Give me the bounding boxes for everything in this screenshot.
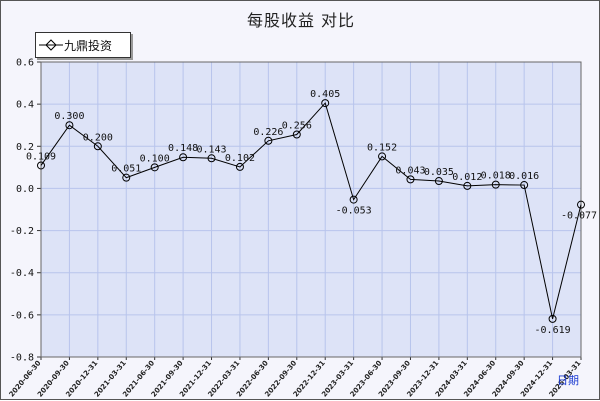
- data-label: 0.109: [26, 151, 56, 162]
- data-label: -0.619: [535, 325, 571, 336]
- data-point: [548, 314, 557, 323]
- data-point: [65, 121, 74, 130]
- data-label: 0.051: [111, 164, 141, 175]
- data-point: [292, 130, 301, 139]
- plot-border: [40, 61, 582, 358]
- data-label: 0.043: [395, 165, 425, 176]
- legend: 九鼎投资: [35, 32, 131, 58]
- data-point: [150, 163, 159, 172]
- data-point: [406, 175, 415, 184]
- data-point: [235, 162, 244, 171]
- y-tick-label: 0.4: [16, 100, 34, 111]
- data-point: [434, 177, 443, 186]
- y-tick-label: 0.2: [16, 142, 34, 153]
- data-point: [93, 142, 102, 151]
- data-point: [179, 153, 188, 162]
- data-label: -0.077: [561, 211, 597, 222]
- plot-area: [41, 62, 581, 357]
- data-label: 0.405: [310, 89, 340, 100]
- y-tick-label: -0.8: [10, 353, 34, 364]
- data-label: 0.148: [168, 143, 198, 154]
- data-label: 0.018: [481, 171, 511, 182]
- chart-title: 每股收益 对比: [246, 11, 356, 30]
- series-line: [40, 102, 582, 319]
- data-label: 0.300: [54, 111, 84, 122]
- data-label: 0.256: [282, 120, 312, 131]
- legend-label: 九鼎投资: [64, 39, 113, 53]
- data-point: [207, 154, 216, 163]
- data-point: [349, 195, 358, 204]
- data-point: [491, 180, 500, 189]
- y-tick-label: 0.0: [16, 184, 34, 195]
- legend-marker-icon: [39, 39, 63, 51]
- data-label: 0.012: [452, 172, 482, 183]
- data-point: [463, 181, 472, 190]
- y-tick-label: -0.2: [10, 226, 34, 237]
- data-label: 0.102: [225, 153, 255, 164]
- data-label: 0.152: [367, 142, 397, 153]
- data-point: [577, 200, 585, 209]
- data-point: [378, 152, 387, 161]
- data-point: [37, 161, 45, 170]
- y-tick-label: -0.6: [10, 310, 34, 321]
- data-label: 0.200: [83, 132, 113, 143]
- data-label: -0.053: [336, 206, 372, 217]
- y-tick-label: 0.6: [16, 58, 34, 69]
- data-label: 0.143: [196, 144, 226, 155]
- data-label: 0.035: [424, 167, 454, 178]
- data-point: [122, 173, 131, 182]
- data-label: 0.100: [140, 153, 170, 164]
- data-point: [321, 99, 330, 108]
- data-point: [520, 181, 529, 190]
- data-point: [264, 136, 273, 145]
- data-label: 0.016: [509, 171, 539, 182]
- x-axis-label: 日期: [557, 374, 579, 387]
- data-label: 0.226: [253, 127, 283, 138]
- y-tick-label: -0.4: [10, 268, 34, 279]
